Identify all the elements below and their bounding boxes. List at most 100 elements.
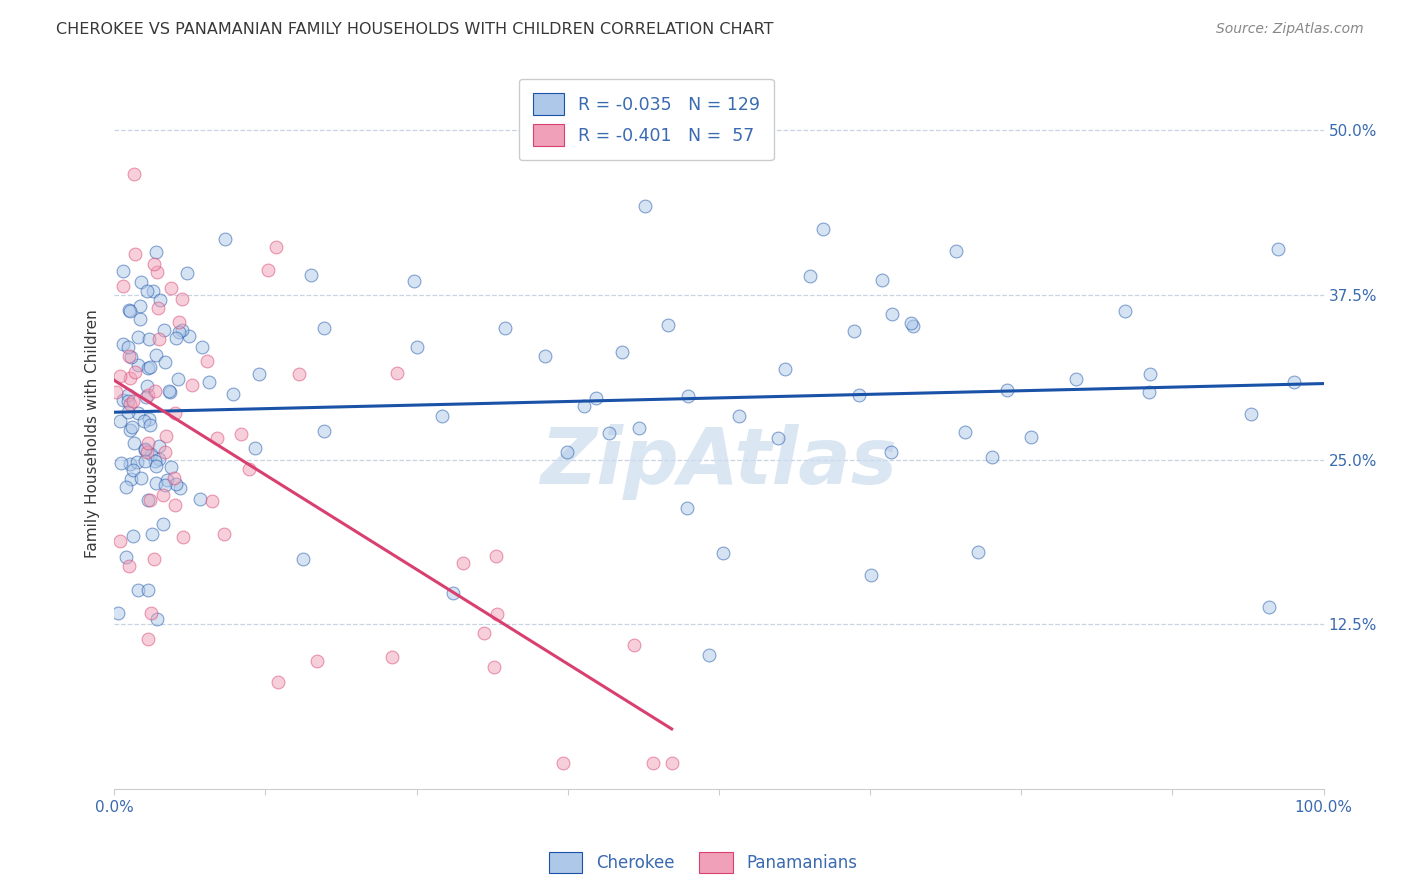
Point xyxy=(129,471,152,485)
Point xyxy=(136,493,159,508)
Point xyxy=(880,445,903,459)
Point xyxy=(132,414,155,428)
Point xyxy=(152,488,174,502)
Point xyxy=(129,312,152,326)
Point xyxy=(118,370,141,384)
Point xyxy=(945,244,967,259)
Point xyxy=(145,245,167,260)
Point xyxy=(136,388,159,402)
Point xyxy=(292,551,315,566)
Point xyxy=(108,534,131,549)
Point xyxy=(870,272,893,286)
Point xyxy=(1137,385,1160,400)
Point xyxy=(381,649,404,664)
Point xyxy=(141,526,163,541)
Point xyxy=(860,568,883,582)
Point xyxy=(129,276,152,290)
Point xyxy=(299,268,322,282)
Point xyxy=(142,257,165,271)
Point xyxy=(172,292,194,306)
Point xyxy=(108,413,131,427)
Point xyxy=(163,498,186,512)
Point xyxy=(118,424,141,438)
Point xyxy=(138,412,160,426)
Point xyxy=(165,330,187,344)
Point xyxy=(136,360,159,375)
Point xyxy=(160,281,183,295)
Point xyxy=(148,439,170,453)
Legend: R = -0.035   N = 129, R = -0.401   N =  57: R = -0.035 N = 129, R = -0.401 N = 57 xyxy=(519,79,773,160)
Point xyxy=(155,429,177,443)
Point xyxy=(485,549,508,564)
Point xyxy=(127,358,149,372)
Point xyxy=(120,472,142,486)
Point xyxy=(146,265,169,279)
Point xyxy=(697,648,720,663)
Point xyxy=(146,612,169,626)
Point xyxy=(995,383,1018,397)
Point xyxy=(117,393,139,408)
Point xyxy=(1114,303,1136,318)
Point xyxy=(264,240,287,254)
Point xyxy=(135,284,157,298)
Point xyxy=(142,285,165,299)
Point xyxy=(122,436,145,450)
Point xyxy=(139,493,162,508)
Point xyxy=(967,545,990,559)
Point xyxy=(135,379,157,393)
Point xyxy=(167,315,190,329)
Point xyxy=(1267,242,1289,256)
Point xyxy=(243,441,266,455)
Point xyxy=(124,365,146,379)
Point xyxy=(148,332,170,346)
Point xyxy=(143,552,166,566)
Point xyxy=(1139,367,1161,381)
Point xyxy=(1240,407,1263,421)
Point xyxy=(155,355,177,369)
Point xyxy=(107,607,129,621)
Point xyxy=(110,456,132,470)
Point xyxy=(167,325,190,339)
Point xyxy=(882,307,904,321)
Point xyxy=(177,329,200,343)
Point xyxy=(555,444,578,458)
Point xyxy=(139,360,162,375)
Point xyxy=(191,340,214,354)
Point xyxy=(122,393,145,408)
Point xyxy=(146,301,169,315)
Point xyxy=(138,332,160,346)
Point xyxy=(385,366,408,380)
Point xyxy=(112,264,135,278)
Point xyxy=(127,582,149,597)
Point xyxy=(768,431,790,445)
Point xyxy=(111,337,134,351)
Point xyxy=(661,756,683,770)
Point xyxy=(598,425,620,440)
Point xyxy=(312,425,335,439)
Point xyxy=(118,559,141,574)
Point xyxy=(451,556,474,570)
Point xyxy=(139,417,162,432)
Point xyxy=(156,473,179,487)
Point xyxy=(111,393,134,408)
Point xyxy=(120,350,142,364)
Point xyxy=(256,263,278,277)
Point xyxy=(118,397,141,411)
Point xyxy=(143,384,166,399)
Point xyxy=(152,517,174,532)
Point xyxy=(141,607,163,621)
Point xyxy=(122,529,145,543)
Point xyxy=(136,436,159,450)
Point xyxy=(117,340,139,354)
Point xyxy=(135,390,157,404)
Point xyxy=(145,458,167,473)
Point xyxy=(288,368,311,382)
Point xyxy=(494,321,516,335)
Point xyxy=(214,232,236,246)
Point xyxy=(120,303,142,318)
Point xyxy=(114,479,136,493)
Point xyxy=(238,461,260,475)
Point xyxy=(181,378,204,392)
Text: CHEROKEE VS PANAMANIAN FAMILY HOUSEHOLDS WITH CHILDREN CORRELATION CHART: CHEROKEE VS PANAMANIAN FAMILY HOUSEHOLDS… xyxy=(56,22,773,37)
Point xyxy=(127,407,149,421)
